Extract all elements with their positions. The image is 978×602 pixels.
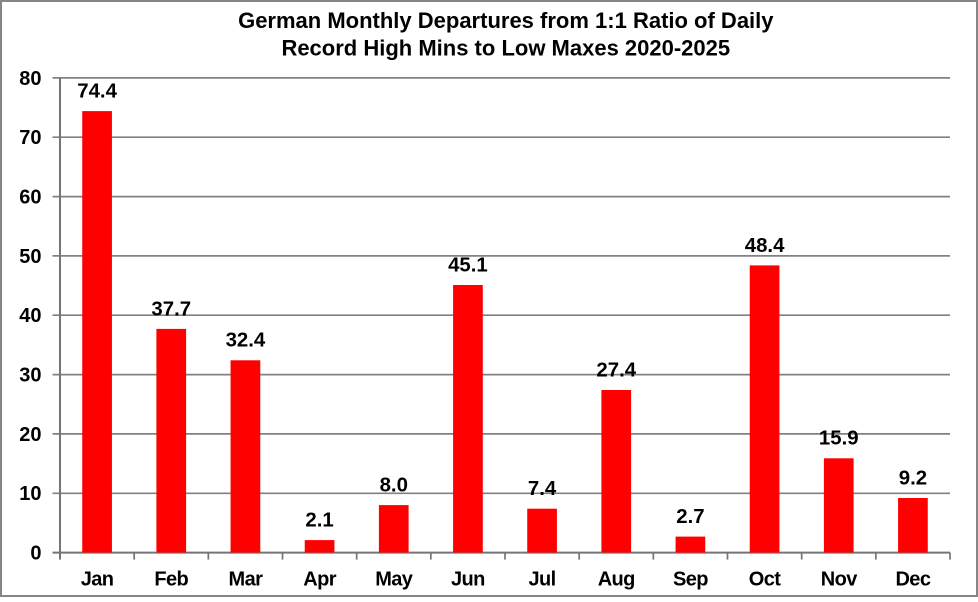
svg-text:9.2: 9.2 <box>899 467 927 489</box>
svg-text:50: 50 <box>19 246 41 268</box>
svg-text:27.4: 27.4 <box>596 359 636 381</box>
svg-text:45.1: 45.1 <box>448 254 488 276</box>
svg-text:Mar: Mar <box>229 569 264 591</box>
svg-text:0: 0 <box>30 543 41 565</box>
svg-text:48.4: 48.4 <box>745 235 785 257</box>
svg-text:Jul: Jul <box>529 569 556 591</box>
svg-text:Sep: Sep <box>673 569 708 591</box>
svg-text:Jan: Jan <box>81 569 114 591</box>
svg-text:Record High Mins to Low Maxes: Record High Mins to Low Maxes 2020-2025 <box>281 36 730 61</box>
svg-text:10: 10 <box>19 483 41 505</box>
svg-text:Dec: Dec <box>895 569 930 591</box>
svg-text:15.9: 15.9 <box>819 428 859 450</box>
svg-text:Oct: Oct <box>749 569 781 591</box>
svg-text:30: 30 <box>19 365 41 387</box>
svg-text:37.7: 37.7 <box>151 298 191 320</box>
svg-text:2.7: 2.7 <box>676 506 704 528</box>
svg-text:20: 20 <box>19 424 41 446</box>
svg-text:Nov: Nov <box>821 569 858 591</box>
svg-text:40: 40 <box>19 305 41 327</box>
svg-text:60: 60 <box>19 187 41 209</box>
svg-text:May: May <box>375 569 414 591</box>
svg-text:70: 70 <box>19 127 41 149</box>
svg-text:7.4: 7.4 <box>528 478 557 500</box>
svg-text:74.4: 74.4 <box>77 81 117 103</box>
svg-text:80: 80 <box>19 68 41 90</box>
svg-text:Apr: Apr <box>303 569 336 591</box>
svg-text:German Monthly Departures from: German Monthly Departures from 1:1 Ratio… <box>238 8 774 33</box>
svg-text:32.4: 32.4 <box>226 330 266 352</box>
svg-text:Feb: Feb <box>154 569 188 591</box>
svg-text:8.0: 8.0 <box>380 475 408 497</box>
svg-text:Aug: Aug <box>598 569 635 591</box>
svg-text:Jun: Jun <box>451 569 485 591</box>
svg-text:2.1: 2.1 <box>305 510 333 532</box>
